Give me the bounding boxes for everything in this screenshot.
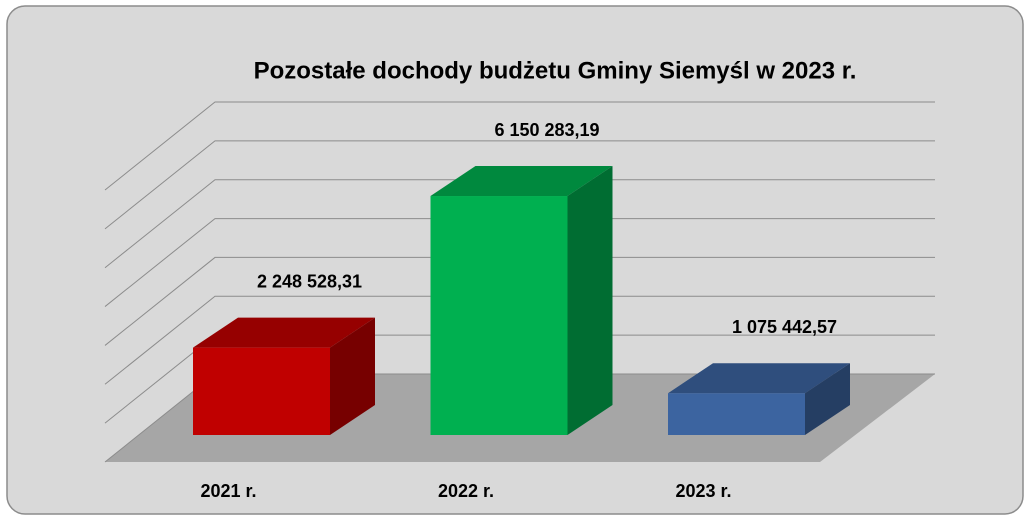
grid-line [104,101,935,191]
bar-side [567,166,613,435]
bar-side [330,317,375,435]
x-tick-label: 2023 r. [675,481,731,501]
chart-title: Pozostałe dochody budżetu Gminy Siemyśl … [254,57,857,84]
bar [430,196,568,435]
x-tick-label: 2022 r. [438,481,494,501]
bar-top [430,166,613,197]
bar-top [668,363,850,394]
data-label: 2 248 528,31 [257,271,362,291]
x-tick-label: 2021 r. [200,481,256,501]
grid-line [104,295,935,385]
bars: 2 248 528,31 2021 r. 6 150 283,19 2022 r. 1 … [193,120,850,501]
bar [193,347,330,435]
data-label: 1 075 442,57 [732,317,837,337]
grid-line [104,140,935,230]
bar-top [193,317,375,348]
grid-line [104,256,935,346]
grid-line [104,179,935,269]
bar [668,393,805,435]
data-label: 6 150 283,19 [494,120,599,140]
bar-side [805,363,850,435]
grid-line [104,218,935,307]
